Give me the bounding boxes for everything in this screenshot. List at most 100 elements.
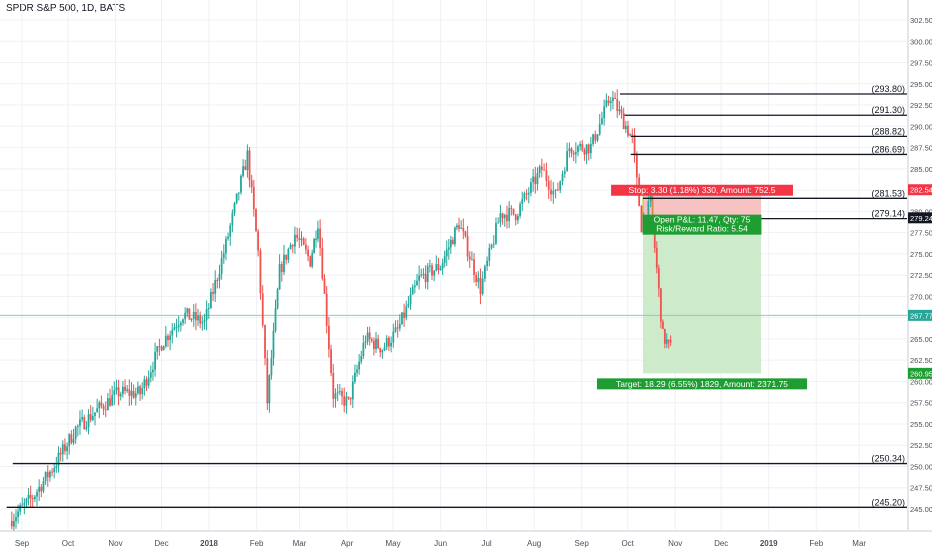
price-tag-text: 267.77 bbox=[910, 311, 932, 320]
candle-body bbox=[669, 339, 672, 343]
candle bbox=[57, 446, 60, 473]
candle-body bbox=[607, 100, 610, 104]
candle-body bbox=[231, 212, 234, 226]
candle bbox=[248, 147, 251, 188]
candle-body bbox=[460, 227, 463, 229]
candle-body bbox=[627, 125, 629, 136]
time-axis: Sep Oct Nov Dec 2018 Feb Mar Apr May Jun Jul Aug Sep… bbox=[0, 530, 932, 550]
candle-body bbox=[620, 109, 623, 114]
candle-body bbox=[83, 417, 86, 430]
candle-body bbox=[616, 98, 619, 112]
candle bbox=[197, 308, 199, 327]
grid bbox=[0, 0, 907, 530]
candle bbox=[618, 100, 621, 116]
candle bbox=[152, 361, 154, 381]
candle bbox=[525, 189, 528, 201]
candle bbox=[169, 330, 172, 351]
candle bbox=[145, 376, 148, 392]
candle bbox=[139, 384, 141, 401]
candle-body bbox=[594, 134, 597, 141]
candle-body bbox=[274, 308, 277, 331]
candle bbox=[501, 212, 504, 225]
candle bbox=[473, 253, 475, 283]
candle bbox=[304, 238, 307, 255]
pnl-label-bg bbox=[642, 214, 762, 235]
candle-body bbox=[175, 327, 178, 329]
candle-body bbox=[309, 256, 312, 267]
candle-body bbox=[447, 247, 450, 250]
candle bbox=[620, 105, 623, 119]
price-tick: 287.50 bbox=[910, 144, 932, 153]
candle bbox=[375, 332, 377, 353]
candle-body bbox=[264, 325, 266, 359]
candle-body bbox=[437, 264, 440, 271]
price-tag: 282.54 bbox=[908, 184, 932, 196]
candle-body bbox=[665, 339, 668, 344]
candle bbox=[657, 264, 660, 298]
candle-body bbox=[106, 398, 109, 411]
candle-body bbox=[663, 329, 666, 344]
candle bbox=[134, 387, 137, 406]
candle-body bbox=[188, 308, 191, 320]
time-tick: Nov bbox=[668, 539, 682, 548]
candle bbox=[392, 323, 395, 348]
candle bbox=[468, 251, 471, 268]
candle-body bbox=[17, 511, 19, 518]
price-tick: 297.50 bbox=[910, 59, 932, 68]
candle-body bbox=[272, 330, 275, 359]
candle bbox=[332, 364, 335, 408]
candle bbox=[398, 314, 401, 332]
candle-body bbox=[416, 280, 418, 286]
time-tick: Dec bbox=[714, 539, 728, 548]
candle-body bbox=[143, 379, 146, 388]
candle-body bbox=[550, 189, 552, 195]
candle-body bbox=[435, 264, 438, 271]
candle bbox=[171, 323, 174, 344]
candle-body bbox=[70, 434, 73, 443]
candle bbox=[462, 218, 465, 240]
candle-body bbox=[76, 425, 79, 428]
candle bbox=[190, 318, 193, 323]
candle-body bbox=[278, 264, 281, 290]
candle-body bbox=[510, 207, 513, 209]
candle-body bbox=[523, 193, 526, 200]
candle-body bbox=[574, 152, 577, 155]
candle-body bbox=[475, 274, 478, 282]
candle bbox=[10, 511, 13, 530]
candle-body bbox=[345, 396, 348, 406]
candle bbox=[503, 213, 506, 227]
candle-body bbox=[589, 143, 592, 154]
candle bbox=[594, 130, 597, 144]
candle-body bbox=[598, 123, 601, 135]
candle bbox=[179, 320, 182, 332]
candle-body bbox=[74, 427, 77, 440]
candle-body bbox=[347, 396, 350, 398]
candle bbox=[407, 296, 410, 309]
candle-body bbox=[98, 402, 101, 409]
candle-body bbox=[458, 225, 460, 229]
candle bbox=[283, 245, 285, 275]
candle bbox=[291, 244, 294, 253]
price-tick: 275.00 bbox=[910, 250, 932, 259]
candle bbox=[349, 397, 352, 406]
candle-body bbox=[109, 398, 111, 406]
candle bbox=[633, 128, 636, 163]
candle-body bbox=[501, 213, 504, 219]
candle-body bbox=[343, 396, 346, 406]
target-label-bg bbox=[596, 378, 808, 390]
candle-body bbox=[225, 238, 227, 254]
candle bbox=[321, 237, 324, 281]
candle bbox=[300, 231, 303, 247]
candle bbox=[330, 344, 332, 377]
candle-body bbox=[488, 248, 491, 261]
candle bbox=[370, 337, 373, 343]
candle bbox=[218, 264, 221, 289]
candle bbox=[240, 174, 242, 195]
candle-body bbox=[147, 377, 150, 386]
candle-body bbox=[534, 176, 537, 185]
candle bbox=[229, 222, 232, 246]
candle-body bbox=[587, 144, 590, 154]
candle-body bbox=[609, 101, 612, 104]
candle-body bbox=[464, 231, 467, 236]
